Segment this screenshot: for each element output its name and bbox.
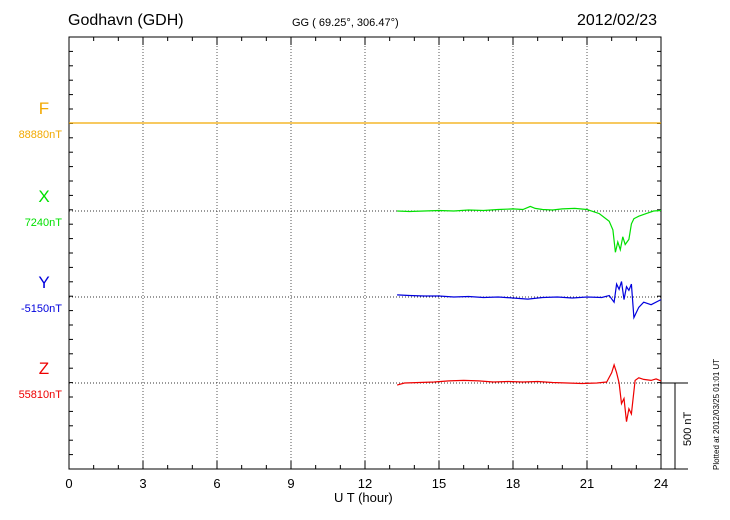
x-tick-label: 3: [139, 476, 146, 491]
series-line-z: [396, 362, 662, 422]
x-tick-label: 18: [506, 476, 520, 491]
series-line-x: [397, 205, 662, 253]
series-line-y: [397, 281, 662, 320]
baseline-value-x: 7240nT: [24, 217, 62, 229]
baseline-value-z: 55810nT: [18, 389, 62, 401]
x-tick-label: 6: [213, 476, 220, 491]
x-tick-label: 24: [654, 476, 668, 491]
x-tick-label: 0: [65, 476, 72, 491]
component-label-f: F: [38, 99, 50, 118]
x-tick-label: 15: [432, 476, 446, 491]
x-tick-label: 21: [580, 476, 594, 491]
chart-date: 2012/02/23: [577, 12, 658, 29]
baseline-value-f: 88880nT: [18, 129, 62, 141]
x-axis-label: U T (hour): [334, 490, 393, 505]
station-title: Godhavn (GDH): [68, 12, 184, 29]
x-tick-label: 12: [358, 476, 372, 491]
station-coordinates: GG ( 69.25°, 306.47°): [292, 17, 399, 29]
component-label-z: Z: [38, 359, 50, 378]
component-label-y: Y: [38, 273, 50, 292]
baseline-value-y: -5150nT: [21, 303, 62, 315]
component-label-x: X: [38, 187, 50, 206]
x-tick-label: 9: [287, 476, 294, 491]
